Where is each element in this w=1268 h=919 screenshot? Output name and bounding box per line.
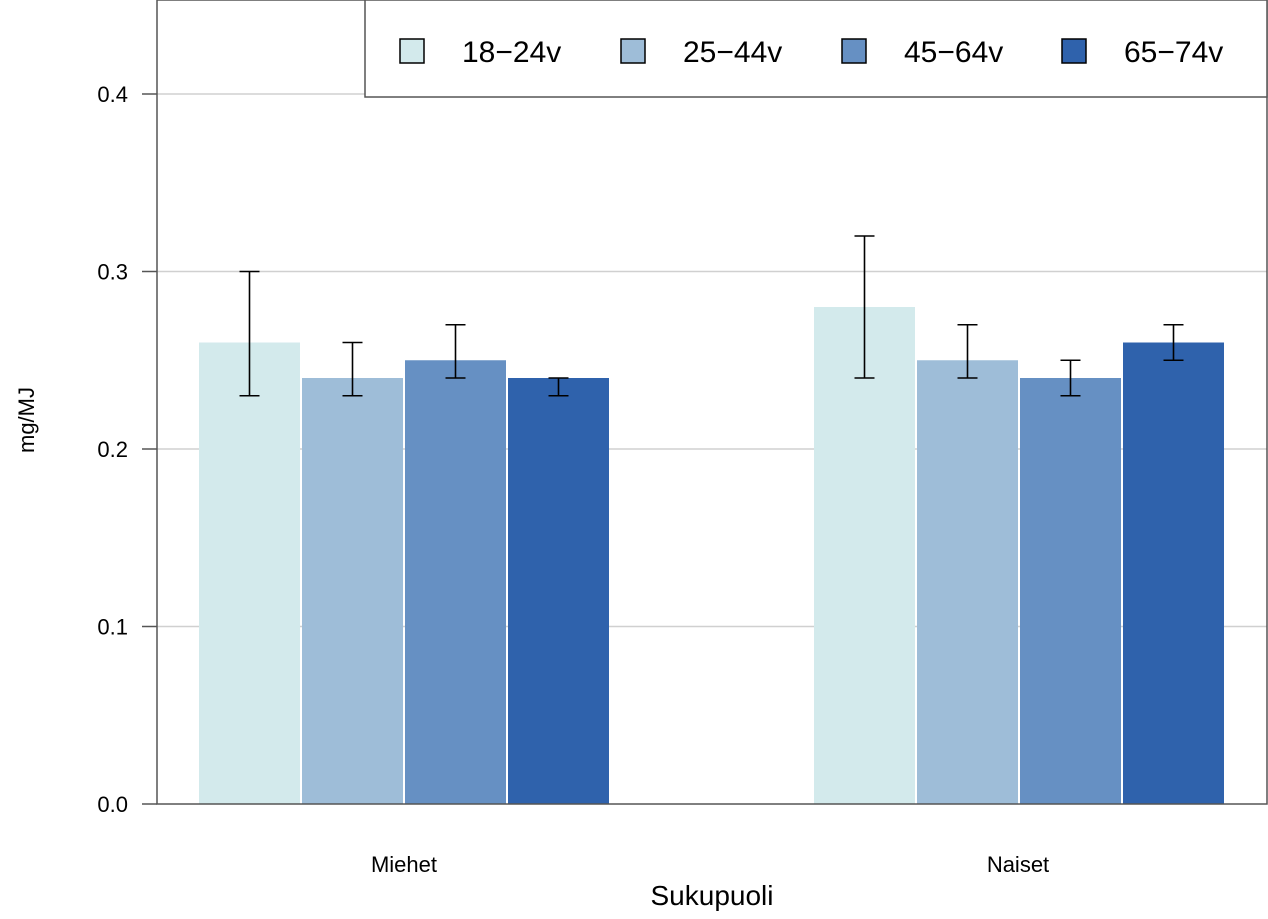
bar-miehet-3 xyxy=(508,378,609,804)
legend-swatch xyxy=(620,38,646,64)
y-tick-label: 0.2 xyxy=(97,437,128,462)
y-axis-title: mg/MJ xyxy=(14,387,39,453)
error-bar-naiset-2 xyxy=(1060,359,1081,397)
legend-item-2: 45−64v xyxy=(841,36,1003,69)
error-bar-naiset-1 xyxy=(957,323,978,379)
legend-swatch xyxy=(841,38,867,64)
legend-label: 45−64v xyxy=(904,36,1003,69)
error-bar-naiset-0 xyxy=(854,235,875,379)
y-tick-label: 0.0 xyxy=(97,792,128,817)
error-bar-miehet-2 xyxy=(445,323,466,379)
y-tick-label: 0.3 xyxy=(97,260,128,285)
y-axis: 0.0 0.1 0.2 0.3 0.4 xyxy=(97,82,157,817)
legend-swatch xyxy=(1061,38,1087,64)
x-axis-title: Sukupuoli xyxy=(651,880,774,911)
error-bar-miehet-1 xyxy=(342,341,363,397)
bar-naiset-1 xyxy=(917,360,1018,804)
legend: 18−24v 25−44v 45−64v 65−74v xyxy=(364,0,1268,98)
legend-swatch xyxy=(399,38,425,64)
bar-naiset-0 xyxy=(814,307,915,804)
bars xyxy=(199,307,1224,804)
legend-item-3: 65−74v xyxy=(1061,36,1223,69)
bar-naiset-3 xyxy=(1123,342,1224,804)
bar-miehet-1 xyxy=(302,378,403,804)
legend-label: 25−44v xyxy=(683,36,782,69)
category-label-miehet: Miehet xyxy=(371,852,437,877)
legend-box xyxy=(364,0,1268,98)
plot-frame xyxy=(156,0,1268,805)
legend-label: 65−74v xyxy=(1124,36,1223,69)
legend-label: 18−24v xyxy=(462,36,561,69)
legend-item-0: 18−24v xyxy=(399,36,561,69)
bar-naiset-2 xyxy=(1020,378,1121,804)
legend-item-1: 25−44v xyxy=(620,36,782,69)
category-label-naiset: Naiset xyxy=(987,852,1049,877)
error-bar-naiset-3 xyxy=(1163,323,1184,362)
error-bar-miehet-0 xyxy=(239,270,260,397)
y-tick-label: 0.4 xyxy=(97,82,128,107)
bar-miehet-0 xyxy=(199,342,300,804)
x-axis: Miehet Naiset xyxy=(371,852,1049,877)
error-bar-miehet-3 xyxy=(548,377,569,397)
error-bars xyxy=(239,235,1184,397)
y-tick-label: 0.1 xyxy=(97,615,128,640)
bar-miehet-2 xyxy=(405,360,506,804)
